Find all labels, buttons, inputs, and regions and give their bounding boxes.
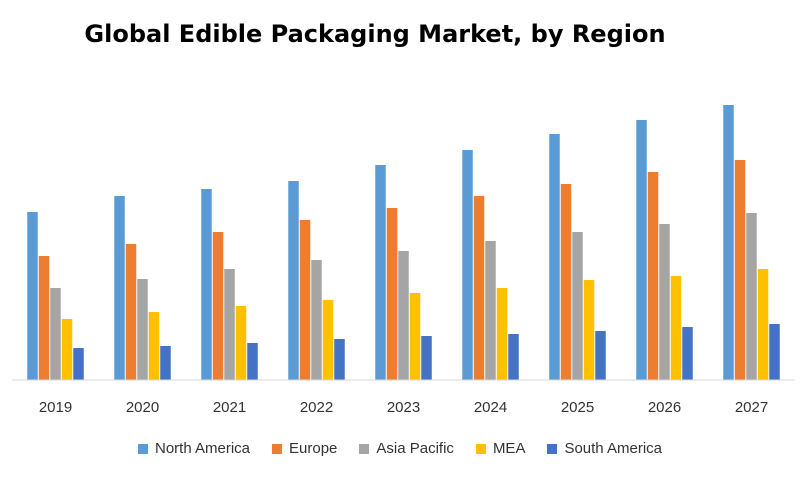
bar-asia-pacific-2023 (398, 251, 409, 380)
bar-europe-2022 (299, 220, 311, 380)
bars-group (27, 105, 780, 380)
bar-asia-pacific-2027 (746, 213, 757, 380)
legend-item-mea: MEA (475, 440, 526, 457)
bar-north-america-2022 (288, 181, 299, 380)
legend-label: Europe (289, 440, 338, 457)
legend-swatch (272, 443, 283, 454)
bar-south-america-2025 (595, 331, 606, 380)
bar-south-america-2020 (160, 346, 171, 380)
bar-europe-2019 (38, 256, 50, 380)
bar-north-america-2025 (549, 134, 560, 380)
x-tick-label-2019: 2019 (39, 399, 72, 416)
chart-title: Global Edible Packaging Market, by Regio… (84, 20, 666, 48)
x-tick-label-2022: 2022 (300, 399, 333, 416)
legend-label: North America (154, 440, 251, 457)
x-tick-label-2023: 2023 (387, 399, 420, 416)
legend-item-south-america: South America (547, 440, 662, 457)
legend-item-europe: Europe (272, 440, 337, 457)
x-tick-label-2025: 2025 (561, 399, 594, 416)
legend-label: Asia Pacific (376, 440, 454, 457)
bar-mea-2025 (583, 280, 595, 380)
bar-mea-2026 (670, 276, 682, 380)
bar-mea-2019 (61, 319, 73, 380)
legend: North America Europe Asia Pacific MEA South … (0, 440, 800, 457)
bar-south-america-2021 (247, 343, 258, 380)
bar-asia-pacific-2025 (572, 232, 583, 380)
x-tick-label-2026: 2026 (648, 399, 681, 416)
bar-europe-2023 (386, 208, 398, 380)
legend-swatch (547, 443, 558, 454)
bar-europe-2021 (212, 232, 224, 380)
legend-label: South America (564, 440, 663, 457)
bar-south-america-2023 (421, 336, 432, 380)
bar-south-america-2019 (73, 348, 84, 380)
bar-asia-pacific-2026 (659, 224, 670, 380)
bar-north-america-2020 (114, 196, 125, 380)
bar-asia-pacific-2022 (311, 260, 322, 380)
x-tick-labels: 2019 2020 2021 2022 2023 2024 2025 2026 2027 (39, 399, 768, 416)
legend-item-asia-pacific: Asia Pacific (359, 440, 454, 457)
bar-europe-2025 (560, 184, 572, 380)
bar-mea-2022 (322, 300, 334, 380)
bar-europe-2024 (473, 196, 485, 380)
bar-asia-pacific-2024 (485, 241, 496, 380)
legend-label: MEA (492, 440, 526, 457)
bar-north-america-2026 (636, 120, 647, 380)
bar-north-america-2023 (375, 165, 386, 380)
bar-mea-2023 (409, 293, 421, 380)
bar-north-america-2021 (201, 189, 212, 380)
bar-south-america-2022 (334, 339, 345, 380)
bar-north-america-2019 (27, 212, 38, 380)
bar-mea-2027 (757, 269, 769, 380)
bar-mea-2021 (235, 306, 247, 380)
legend-swatch (475, 443, 486, 454)
legend-swatch (359, 443, 370, 454)
x-tick-label-2020: 2020 (126, 399, 159, 416)
bar-mea-2020 (148, 312, 160, 380)
bar-europe-2020 (125, 244, 137, 380)
bar-europe-2026 (647, 172, 659, 380)
x-tick-label-2027: 2027 (735, 399, 768, 416)
bar-south-america-2027 (769, 324, 780, 380)
bar-north-america-2027 (723, 105, 734, 380)
bar-north-america-2024 (462, 150, 473, 380)
bar-asia-pacific-2020 (137, 279, 148, 380)
legend-item-north-america: North America (137, 440, 251, 457)
x-tick-label-2024: 2024 (474, 399, 507, 416)
legend-swatch (137, 443, 148, 454)
bar-south-america-2024 (508, 334, 519, 380)
bar-mea-2024 (496, 288, 508, 380)
bar-asia-pacific-2019 (50, 288, 61, 380)
bar-south-america-2026 (682, 327, 693, 380)
bar-europe-2027 (734, 160, 746, 380)
bar-asia-pacific-2021 (224, 269, 235, 380)
x-tick-label-2021: 2021 (213, 399, 246, 416)
